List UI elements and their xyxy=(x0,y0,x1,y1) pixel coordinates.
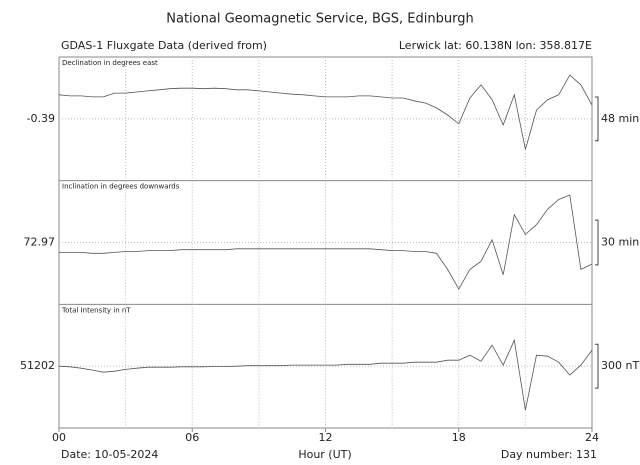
x-tick-label: 00 xyxy=(52,431,66,444)
date-label: Date: 10-05-2024 xyxy=(61,448,158,461)
subtitle-right: Lerwick lat: 60.138N lon: 358.817E xyxy=(399,39,592,52)
panel-title: Inclination in degrees downwards xyxy=(62,183,180,191)
y-tick-label: 72.97 xyxy=(24,236,56,249)
data-line xyxy=(58,338,593,411)
scale-bar-label: 300 nT xyxy=(601,359,639,372)
day-label: Day number: 131 xyxy=(501,448,597,461)
scale-bar xyxy=(595,219,599,266)
panel-title: Total Intensity in nT xyxy=(61,306,131,314)
scale-bar xyxy=(595,96,599,142)
x-tick-label: 24 xyxy=(585,431,599,444)
data-line xyxy=(58,74,593,150)
subtitle-left: GDAS-1 Fluxgate Data (derived from) xyxy=(61,39,267,52)
panel-title: Declination in degrees east xyxy=(62,59,158,67)
y-tick-label: 51202 xyxy=(20,359,55,372)
chart-title: National Geomagnetic Service, BGS, Edinb… xyxy=(166,12,473,27)
scale-bar xyxy=(595,343,599,389)
x-tick-label: 18 xyxy=(452,431,466,444)
x-axis-label: Hour (UT) xyxy=(298,448,351,461)
x-tick-label: 06 xyxy=(185,431,199,444)
y-tick-label: -0.39 xyxy=(27,112,55,125)
x-tick-label: 12 xyxy=(319,431,333,444)
data-line xyxy=(59,194,593,290)
scale-bar-label: 30 min xyxy=(601,236,639,249)
scale-bar-label: 48 min xyxy=(601,112,639,125)
